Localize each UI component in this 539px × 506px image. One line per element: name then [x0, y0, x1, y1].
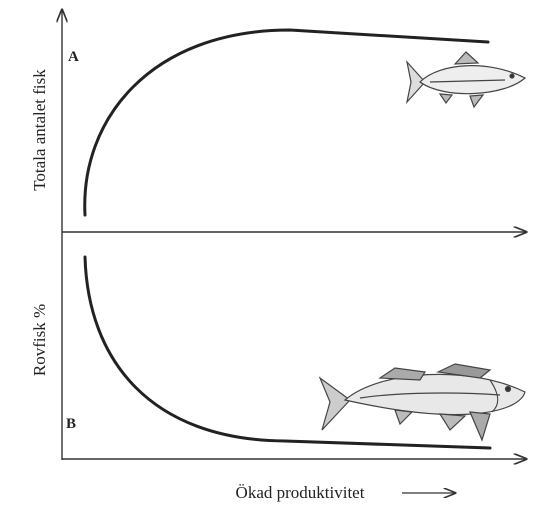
y-label: Totala antalet fisk [30, 69, 49, 191]
x-label: Ökad produktivitet [236, 483, 365, 502]
fish-icon [405, 51, 527, 109]
panel-label: A [68, 49, 79, 65]
panel-label: B [66, 416, 76, 432]
y-label: Rovfisk % [30, 304, 49, 376]
curve-a [83, 28, 490, 217]
curve-b [83, 255, 492, 450]
fish-icon [318, 363, 526, 442]
